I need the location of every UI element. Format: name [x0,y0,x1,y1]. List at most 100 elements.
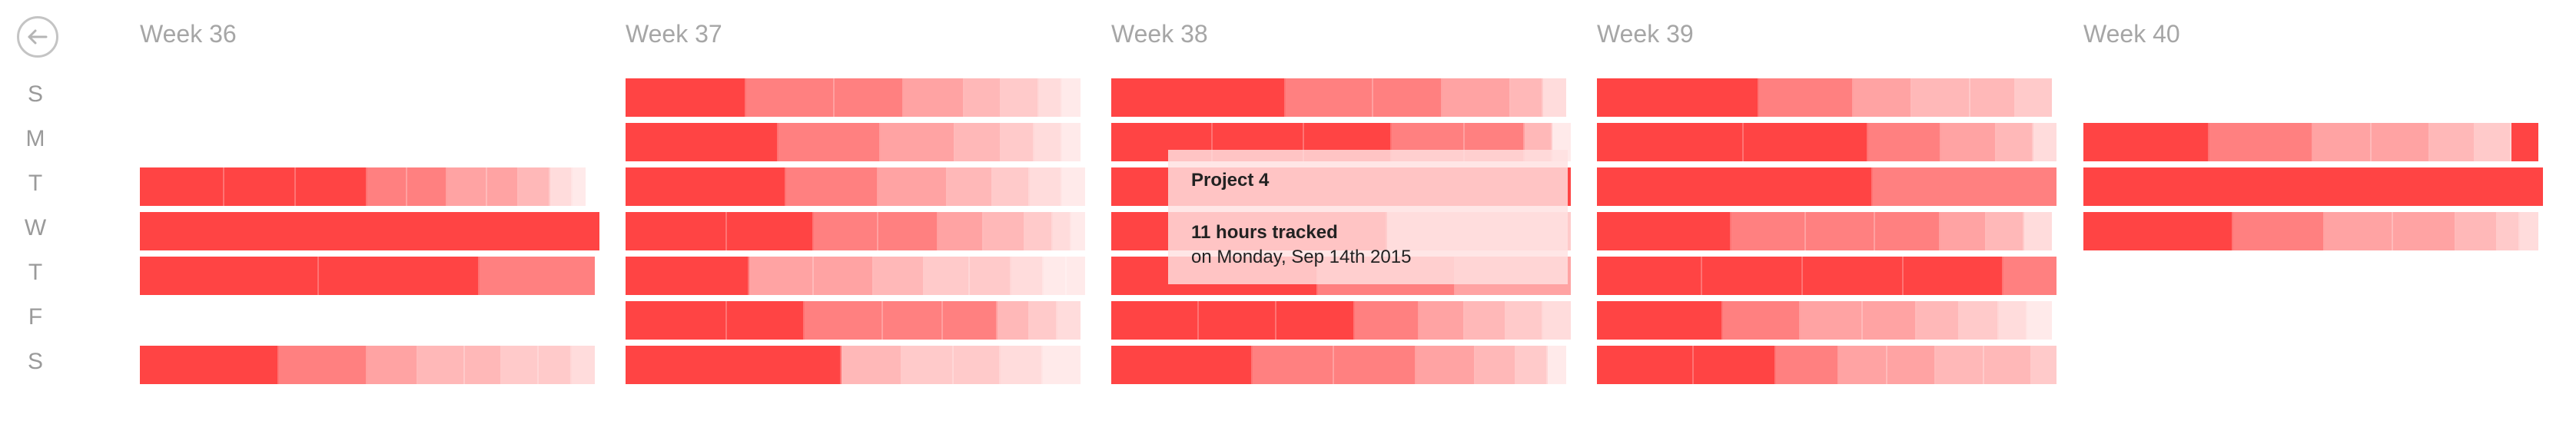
project-segment[interactable] [1030,301,1058,340]
project-segment[interactable] [1061,123,1081,161]
project-segment[interactable] [942,301,998,340]
project-segment[interactable] [2520,212,2538,250]
project-segment[interactable] [2209,123,2313,161]
project-segment[interactable] [367,167,407,206]
day-bar-mon[interactable] [2083,123,2538,161]
project-segment[interactable] [1597,78,1759,117]
project-segment[interactable] [1702,257,1803,295]
project-segment[interactable] [2392,212,2457,250]
project-segment[interactable] [1043,346,1081,384]
project-segment[interactable] [626,123,779,161]
project-segment[interactable] [1416,346,1476,384]
project-segment[interactable] [881,123,955,161]
project-segment[interactable] [1875,212,1940,250]
project-segment[interactable] [726,301,805,340]
project-segment[interactable] [1062,167,1085,206]
project-segment[interactable] [1419,301,1466,340]
project-segment[interactable] [1805,212,1876,250]
project-segment[interactable] [1731,212,1806,250]
project-segment[interactable] [1044,257,1067,295]
project-segment[interactable] [1252,346,1335,384]
project-segment[interactable] [418,346,465,384]
project-segment[interactable] [938,212,984,250]
project-segment[interactable] [2324,212,2393,250]
project-segment[interactable] [1970,78,2017,117]
project-segment[interactable] [2016,78,2052,117]
day-bar-mon[interactable] [626,123,1081,161]
project-segment[interactable] [1998,301,2028,340]
project-segment[interactable] [2312,123,2372,161]
project-segment[interactable] [2511,123,2538,161]
project-segment[interactable] [1038,78,1062,117]
project-segment[interactable] [407,167,448,206]
project-segment[interactable] [964,78,1002,117]
project-segment[interactable] [778,123,881,161]
project-segment[interactable] [1854,78,1913,117]
project-segment[interactable] [805,301,883,340]
project-segment[interactable] [1775,346,1839,384]
project-segment[interactable] [947,167,994,206]
project-segment[interactable] [1111,346,1253,384]
project-segment[interactable] [1061,78,1081,117]
project-segment[interactable] [224,167,296,206]
project-segment[interactable] [749,257,815,295]
project-segment[interactable] [1001,346,1044,384]
project-segment[interactable] [1276,301,1355,340]
project-segment[interactable] [1887,346,1936,384]
project-segment[interactable] [1057,301,1081,340]
project-segment[interactable] [1903,257,2004,295]
day-bar-fri[interactable] [1597,301,2052,340]
project-segment[interactable] [487,167,519,206]
project-segment[interactable] [1802,257,1904,295]
project-segment[interactable] [1286,78,1373,117]
project-segment[interactable] [1693,346,1776,384]
project-segment[interactable] [1863,301,1917,340]
project-segment[interactable] [2456,212,2498,250]
project-segment[interactable] [1912,78,1971,117]
project-segment[interactable] [873,257,925,295]
project-segment[interactable] [1053,212,1071,250]
project-segment[interactable] [1597,257,1703,295]
project-segment[interactable] [924,257,971,295]
project-segment[interactable] [1597,301,1723,340]
project-segment[interactable] [1071,212,1085,250]
project-segment[interactable] [878,167,948,206]
project-segment[interactable] [539,346,572,384]
project-segment[interactable] [1030,167,1063,206]
project-segment[interactable] [1354,301,1419,340]
project-segment[interactable] [1506,301,1544,340]
project-segment[interactable] [1997,123,2034,161]
project-segment[interactable] [1597,167,1873,206]
project-segment[interactable] [571,346,595,384]
project-segment[interactable] [2083,167,2543,206]
project-segment[interactable] [1759,78,1854,117]
project-segment[interactable] [1941,123,1997,161]
project-segment[interactable] [1597,346,1694,384]
project-segment[interactable] [626,346,842,384]
project-segment[interactable] [1001,123,1034,161]
project-segment[interactable] [998,301,1031,340]
project-segment[interactable] [882,301,943,340]
project-segment[interactable] [814,257,874,295]
project-segment[interactable] [140,167,225,206]
project-segment[interactable] [1011,257,1044,295]
project-segment[interactable] [1935,346,1984,384]
project-segment[interactable] [2032,346,2056,384]
project-segment[interactable] [834,78,905,117]
day-bar-thu[interactable] [626,257,1085,295]
back-button[interactable] [17,16,58,58]
project-segment[interactable] [518,167,550,206]
project-segment[interactable] [2430,123,2475,161]
project-segment[interactable] [2003,257,2056,295]
project-segment[interactable] [1334,346,1416,384]
project-segment[interactable] [902,346,954,384]
day-bar-wed[interactable] [626,212,1085,250]
project-segment[interactable] [1983,346,2033,384]
project-segment[interactable] [1597,212,1732,250]
project-segment[interactable] [1111,78,1286,117]
project-segment[interactable] [2083,212,2234,250]
project-segment[interactable] [1465,301,1507,340]
project-segment[interactable] [1001,78,1039,117]
project-segment[interactable] [1198,301,1277,340]
project-segment[interactable] [295,167,367,206]
